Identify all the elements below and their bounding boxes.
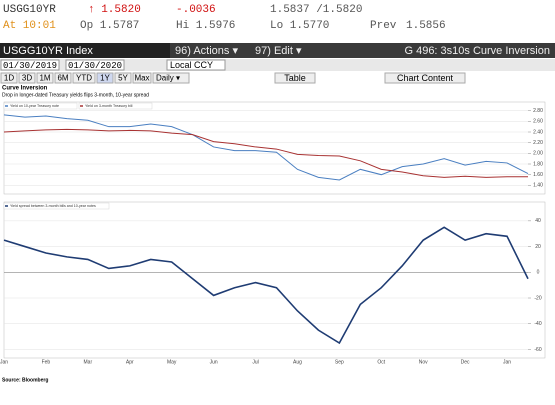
- chart-content-button[interactable]: [384, 72, 466, 84]
- edit-menu[interactable]: 97) Edit ▾: [255, 45, 302, 57]
- legend-box: [3, 102, 78, 110]
- period-label: 1M: [39, 74, 50, 83]
- period-label: 6M: [57, 74, 68, 83]
- legend-box: [3, 202, 110, 210]
- y-tick-label: -20: [534, 295, 541, 301]
- series-line: [3, 226, 529, 345]
- y-tick-label: 1.60: [533, 172, 543, 178]
- y-tick-label: -40: [534, 321, 541, 327]
- source: Source: Bloomberg: [2, 377, 48, 383]
- period-label: 5Y: [118, 74, 128, 83]
- y-tick-label: 2.60: [533, 119, 543, 125]
- table-label: Table: [284, 73, 306, 83]
- x-tick-label: Feb: [42, 359, 51, 365]
- date-bar: [0, 59, 555, 71]
- actions-menu[interactable]: 96) Actions ▾: [175, 45, 238, 57]
- ticker: USGG10YR: [3, 4, 56, 16]
- plot-frame: [3, 201, 546, 359]
- legend-box: [78, 102, 153, 110]
- period-button[interactable]: [96, 72, 114, 84]
- y-tick-label: 20: [535, 244, 541, 250]
- y-tick-label: 1.40: [533, 183, 543, 189]
- y-tick-label: 40: [535, 218, 541, 224]
- prev: 1.5856: [406, 20, 446, 32]
- chart-name: G 496: 3s10s Curve Inversion: [404, 45, 550, 57]
- prev-label: Prev: [370, 20, 397, 32]
- period-button[interactable]: [0, 72, 18, 84]
- x-tick-label: Oct: [377, 359, 385, 365]
- bid-ask: 1.5837 /1.5820: [270, 4, 362, 16]
- chart-subtitle: Drop in longer-dated Treasury yields fli…: [2, 92, 149, 98]
- chart-title: Curve Inversion: [2, 86, 48, 92]
- x-tick-label: Mar: [84, 359, 93, 365]
- security: USGG10YR Index: [3, 45, 93, 57]
- period-button[interactable]: [132, 72, 152, 84]
- end-date: 01/30/2020: [68, 61, 122, 71]
- y-tick-label: 2.40: [533, 129, 543, 135]
- table-button[interactable]: [274, 72, 316, 84]
- period-label: 1Y: [100, 74, 110, 83]
- x-tick-label: Sep: [335, 359, 344, 365]
- x-tick-label: Dec: [461, 359, 470, 365]
- plot-frame: [3, 101, 546, 195]
- period-label: YTD: [76, 74, 92, 83]
- y-tick-label: 2.00: [533, 151, 543, 157]
- series-line: [3, 114, 529, 181]
- start-date: 01/30/2019: [3, 61, 57, 71]
- x-tick-label: Aug: [293, 359, 302, 365]
- period-label: 1D: [4, 74, 14, 83]
- frequency-button[interactable]: [152, 72, 190, 84]
- frequency-label: Daily ▾: [156, 74, 180, 83]
- period-button[interactable]: [72, 72, 96, 84]
- y-tick-label: 1.80: [533, 161, 543, 167]
- period-button[interactable]: [114, 72, 132, 84]
- change: -.0036: [176, 4, 216, 16]
- period-button[interactable]: [18, 72, 36, 84]
- currency-box[interactable]: [166, 59, 226, 71]
- legend-label: Yield on 10-year Treasury note: [10, 104, 59, 108]
- end-date-box[interactable]: [65, 59, 125, 71]
- period-label: Max: [134, 74, 149, 83]
- currency: Local CCY: [170, 60, 213, 70]
- x-tick-label: Jul: [252, 359, 258, 365]
- y-tick-label: 2.20: [533, 140, 543, 146]
- open: Op 1.5787: [80, 20, 139, 32]
- y-tick-label: -60: [534, 347, 541, 353]
- x-tick-label: Nov: [419, 359, 428, 365]
- start-date-box[interactable]: [0, 59, 60, 71]
- x-tick-label: May: [167, 359, 177, 365]
- last: ↑ 1.5820: [88, 4, 141, 16]
- period-label: 3D: [22, 74, 32, 83]
- high: Hi 1.5976: [176, 20, 235, 32]
- x-tick-label: Jun: [210, 359, 218, 365]
- x-tick-label: Apr: [126, 359, 134, 365]
- y-tick-label: 0: [537, 270, 540, 276]
- y-tick-label: 2.80: [533, 108, 543, 114]
- series-line: [3, 128, 528, 178]
- x-tick-label: Jan: [0, 359, 8, 365]
- chart-content-label: Chart Content: [397, 73, 454, 83]
- legend-label: Yield spread between 3-month bills and 1…: [10, 204, 96, 208]
- security-box[interactable]: [0, 43, 170, 58]
- period-button[interactable]: [36, 72, 54, 84]
- low: Lo 1.5770: [270, 20, 329, 32]
- x-tick-label: Jan: [503, 359, 511, 365]
- legend-label: Yield on 3-month Treasury bill: [85, 104, 133, 108]
- period-button[interactable]: [54, 72, 72, 84]
- time: At 10:01: [3, 20, 56, 32]
